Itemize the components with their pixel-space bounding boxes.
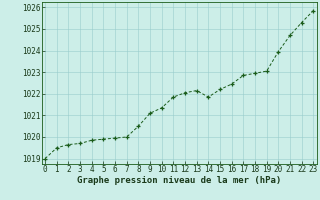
X-axis label: Graphe pression niveau de la mer (hPa): Graphe pression niveau de la mer (hPa) [77, 176, 281, 185]
